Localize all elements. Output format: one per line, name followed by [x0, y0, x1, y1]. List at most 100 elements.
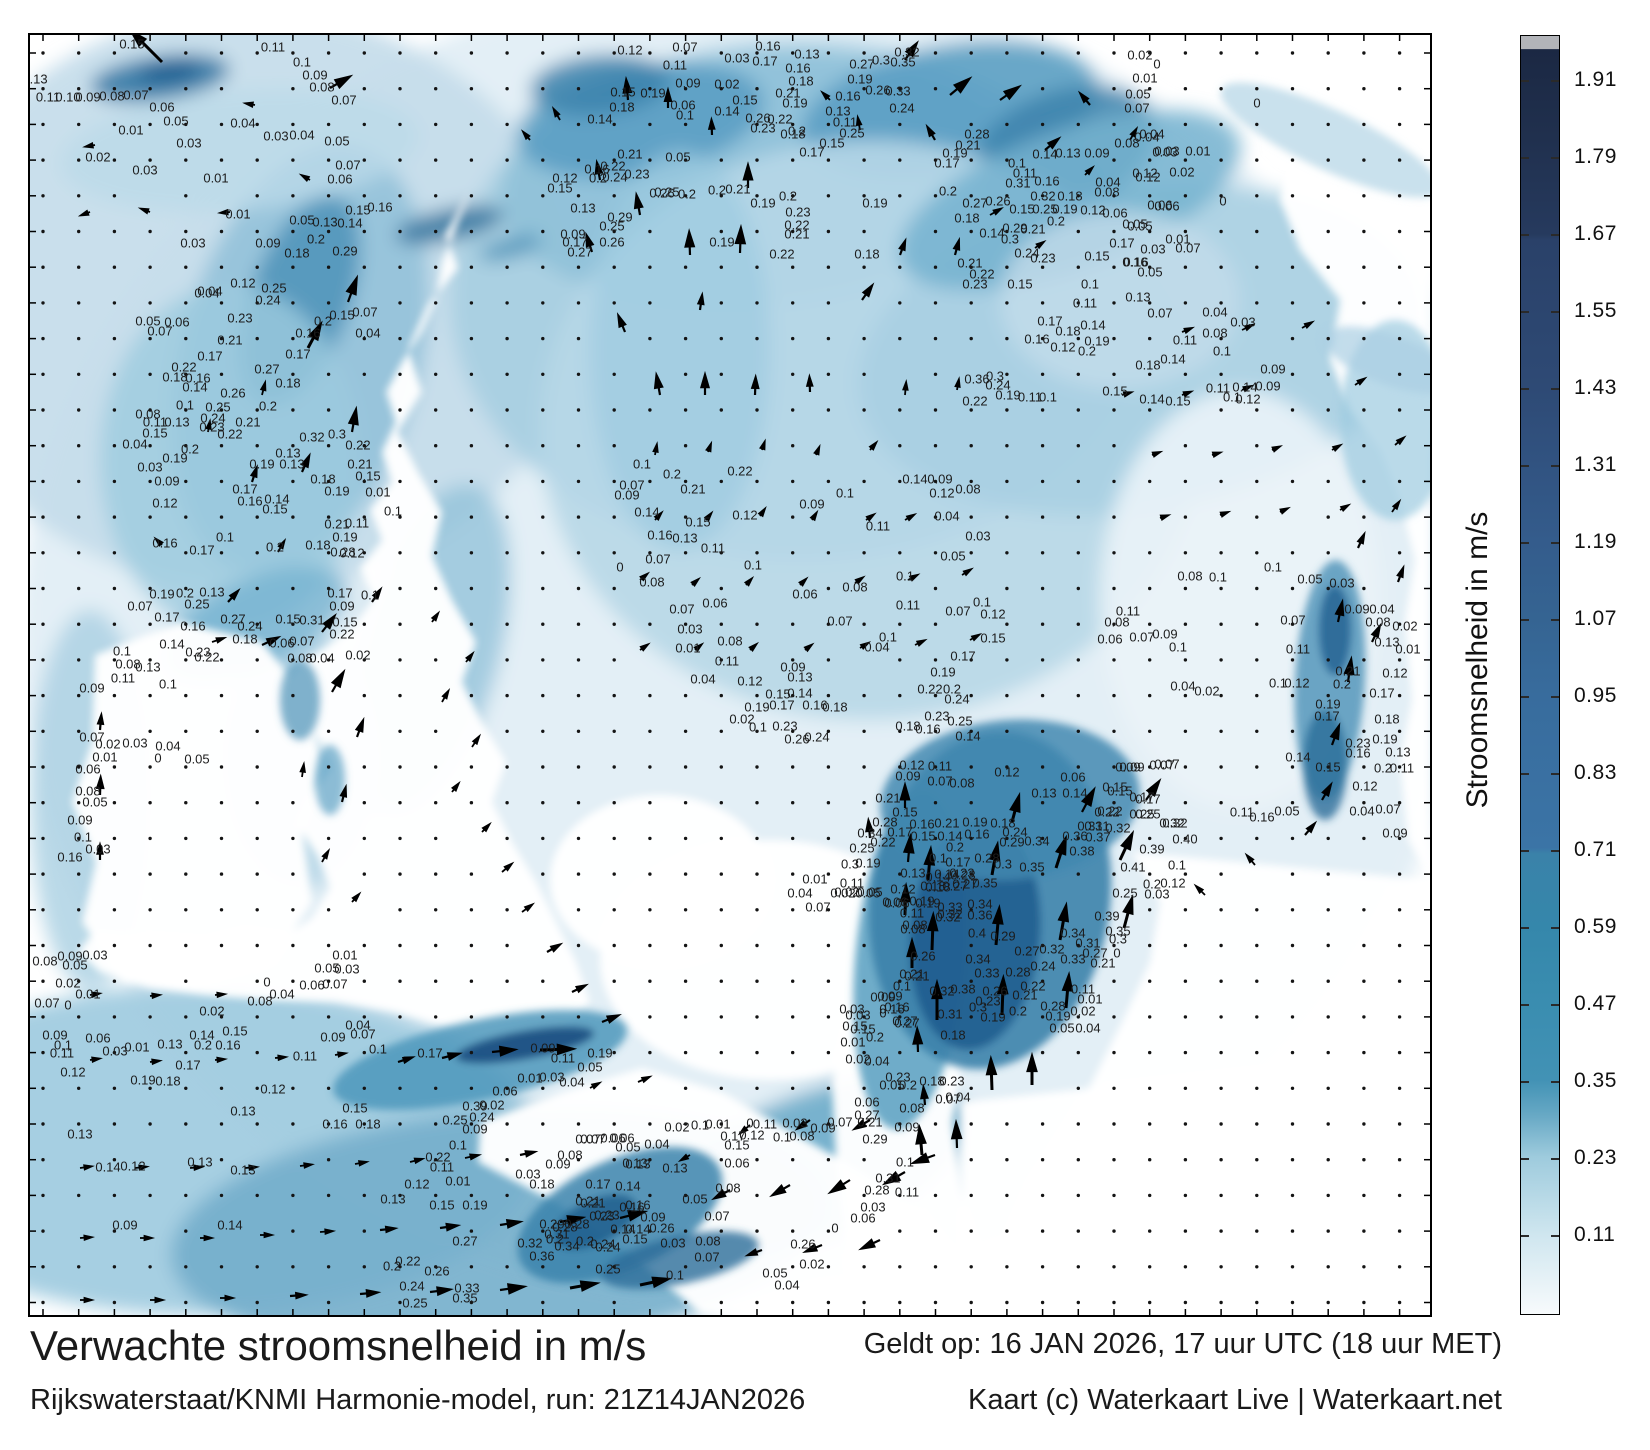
svg-text:0.22: 0.22	[769, 247, 794, 262]
svg-text:0.06: 0.06	[164, 315, 189, 330]
svg-text:0.14: 0.14	[337, 216, 362, 231]
svg-text:0.07: 0.07	[331, 93, 356, 108]
svg-text:0.21: 0.21	[725, 182, 750, 197]
svg-text:0.21: 0.21	[904, 969, 929, 984]
svg-text:0.12: 0.12	[929, 486, 954, 501]
svg-text:0.31: 0.31	[1084, 819, 1109, 834]
svg-text:0.17: 0.17	[285, 347, 310, 362]
svg-text:0.04: 0.04	[355, 326, 380, 341]
svg-text:0.15: 0.15	[765, 687, 790, 702]
svg-text:0.27: 0.27	[962, 196, 987, 211]
svg-text:0.05: 0.05	[289, 213, 314, 228]
svg-text:0.02: 0.02	[1169, 165, 1194, 180]
colorbar-tick-mark	[1551, 311, 1559, 313]
svg-text:0.28: 0.28	[964, 127, 989, 142]
svg-text:0.17: 0.17	[175, 1058, 200, 1073]
svg-text:0.11: 0.11	[1018, 390, 1042, 405]
svg-text:0.16: 0.16	[1034, 174, 1059, 189]
svg-text:0.19: 0.19	[942, 146, 967, 161]
svg-text:0.01: 0.01	[675, 641, 700, 656]
svg-text:0.15: 0.15	[892, 805, 917, 820]
svg-text:0.17: 0.17	[950, 649, 975, 664]
svg-text:0.25: 0.25	[261, 281, 286, 296]
svg-text:0.24: 0.24	[1002, 825, 1027, 840]
svg-text:0.15: 0.15	[355, 469, 380, 484]
svg-text:0.28: 0.28	[974, 851, 999, 866]
svg-text:0.1: 0.1	[879, 630, 897, 645]
svg-text:0.13: 0.13	[1031, 786, 1056, 801]
svg-text:0.18: 0.18	[275, 376, 300, 391]
svg-text:0.18: 0.18	[940, 1028, 965, 1043]
svg-text:0.17: 0.17	[799, 145, 824, 160]
colorbar-tick-mark	[1521, 234, 1529, 236]
colorbar-tick-mark	[1551, 80, 1559, 82]
svg-text:0.12: 0.12	[994, 765, 1019, 780]
svg-text:0.36: 0.36	[1062, 829, 1087, 844]
svg-text:0.15: 0.15	[547, 181, 572, 196]
svg-text:0.13: 0.13	[312, 215, 337, 230]
svg-text:0.05: 0.05	[1137, 265, 1162, 280]
svg-text:0.14: 0.14	[587, 112, 612, 127]
colorbar-tick-label: 1.19	[1574, 530, 1617, 553]
svg-text:0.22: 0.22	[917, 682, 942, 697]
svg-text:0.21: 0.21	[680, 482, 705, 497]
colorbar-tick-mark	[1551, 388, 1559, 390]
svg-text:0: 0	[263, 975, 270, 990]
svg-text:0.25: 0.25	[947, 714, 972, 729]
svg-text:0.21: 0.21	[934, 816, 959, 831]
svg-text:0.27: 0.27	[849, 57, 874, 72]
svg-text:0.19: 0.19	[847, 72, 872, 87]
svg-text:0.22: 0.22	[1094, 805, 1119, 820]
svg-text:0.17: 0.17	[327, 586, 352, 601]
svg-text:0.24: 0.24	[804, 730, 829, 745]
svg-text:0.18: 0.18	[788, 74, 813, 89]
svg-text:0.14: 0.14	[189, 1028, 214, 1043]
colorbar-tick-mark	[1521, 850, 1529, 852]
svg-text:0.08: 0.08	[287, 651, 312, 666]
svg-text:0.16: 0.16	[884, 1000, 909, 1015]
svg-text:0.19: 0.19	[862, 196, 887, 211]
svg-text:0.12: 0.12	[617, 43, 642, 58]
svg-text:0.12: 0.12	[1135, 170, 1160, 185]
svg-text:0.07: 0.07	[352, 305, 377, 320]
svg-text:0.06: 0.06	[1102, 206, 1127, 221]
svg-text:0.03: 0.03	[334, 962, 359, 977]
svg-text:0.21: 0.21	[1020, 222, 1045, 237]
svg-text:0.1: 0.1	[176, 398, 194, 413]
svg-text:0.21: 0.21	[955, 138, 980, 153]
svg-text:0.29: 0.29	[862, 1132, 887, 1147]
svg-text:0.25: 0.25	[1135, 807, 1160, 822]
svg-text:0.06: 0.06	[75, 762, 100, 777]
svg-text:0.11: 0.11	[551, 1051, 575, 1066]
svg-text:0.12: 0.12	[1352, 779, 1377, 794]
svg-text:0.16: 0.16	[1122, 255, 1147, 270]
valid-time-label: Geldt op: 16 JAN 2026, 17 uur UTC (18 uu…	[863, 1328, 1502, 1360]
svg-text:0.1: 0.1	[893, 979, 911, 994]
svg-text:0.36: 0.36	[967, 908, 992, 923]
colorbar-tick-mark	[1551, 619, 1559, 621]
svg-text:0.1: 0.1	[1209, 570, 1227, 585]
svg-text:0.07: 0.07	[34, 996, 59, 1011]
svg-text:0.02: 0.02	[845, 1052, 870, 1067]
svg-text:0.17: 0.17	[154, 610, 179, 625]
svg-text:0.21: 0.21	[1090, 956, 1115, 971]
svg-text:0.05: 0.05	[184, 752, 209, 767]
svg-text:0.04: 0.04	[309, 651, 334, 666]
svg-text:0.40: 0.40	[1172, 832, 1197, 847]
svg-text:0.09: 0.09	[1255, 379, 1280, 394]
svg-text:0.09: 0.09	[927, 472, 952, 487]
svg-text:0.16: 0.16	[785, 61, 810, 76]
svg-text:0.04: 0.04	[1139, 127, 1164, 142]
svg-text:0.12: 0.12	[732, 508, 757, 523]
svg-text:0.08: 0.08	[1114, 136, 1139, 151]
svg-text:0.26: 0.26	[599, 235, 624, 250]
colorbar-tick-mark	[1521, 1158, 1529, 1160]
svg-text:0.14: 0.14	[610, 1222, 635, 1237]
svg-text:0.34: 0.34	[554, 1239, 579, 1254]
svg-text:0.15: 0.15	[910, 829, 935, 844]
svg-text:0.34: 0.34	[1060, 926, 1085, 941]
svg-text:0.10: 0.10	[55, 90, 80, 105]
svg-text:0.15: 0.15	[142, 426, 167, 441]
svg-text:0.26: 0.26	[649, 1221, 674, 1236]
svg-text:0.3: 0.3	[841, 857, 859, 872]
